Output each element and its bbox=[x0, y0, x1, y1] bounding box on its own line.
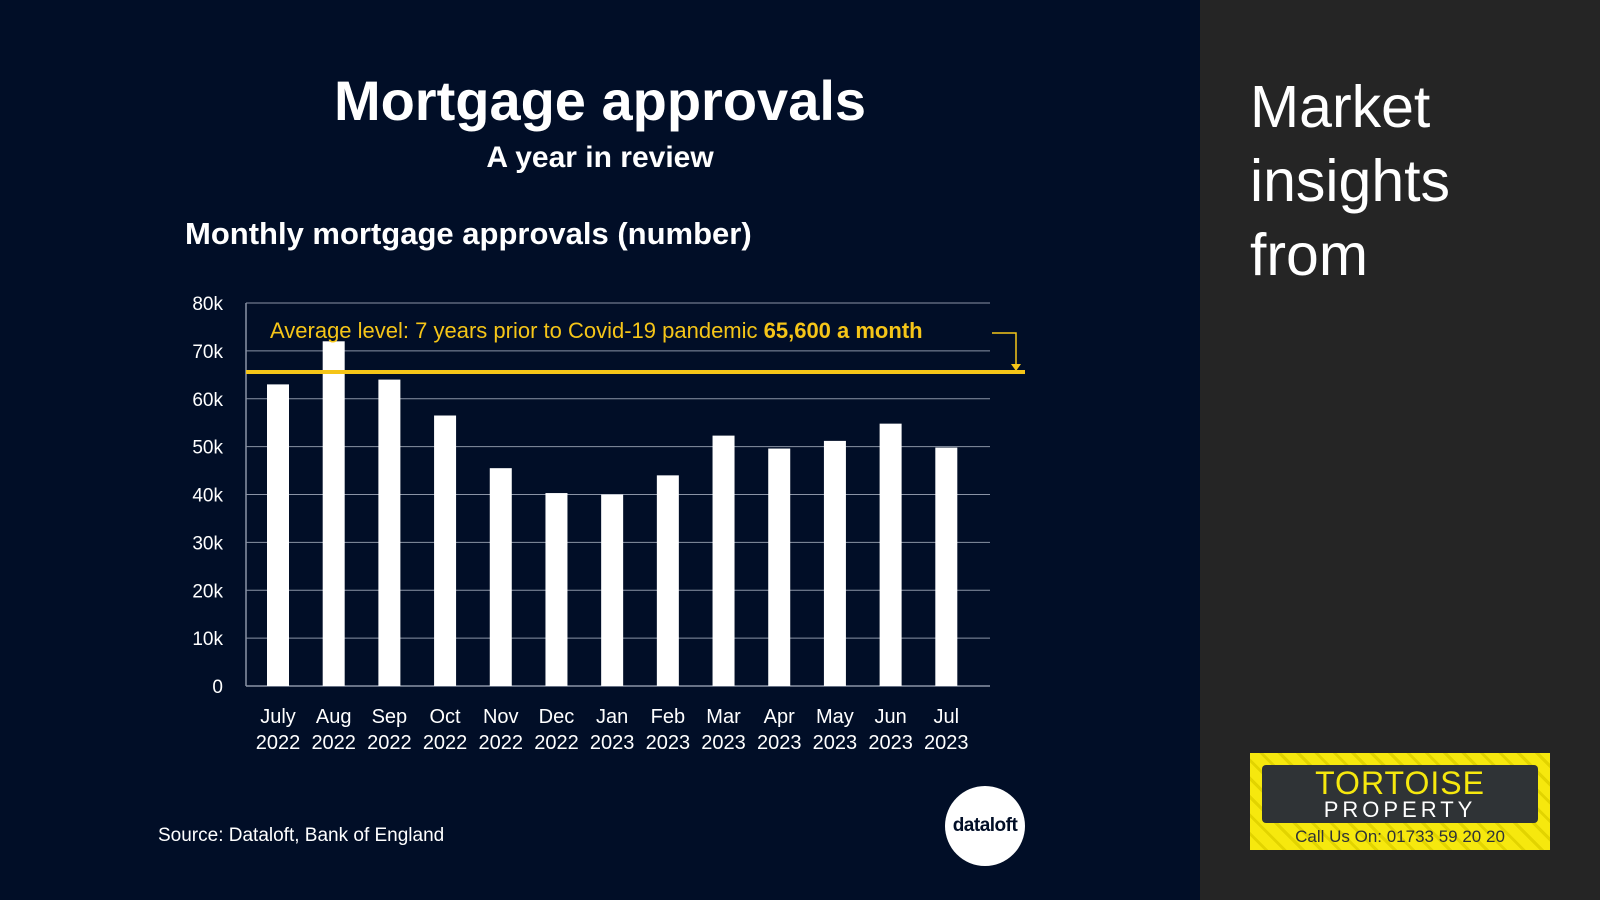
side-heading-line: from bbox=[1250, 222, 1368, 288]
x-tick-label: Jun bbox=[874, 706, 906, 728]
x-tick-label: 2022 bbox=[423, 732, 468, 754]
y-tick-label: 60k bbox=[192, 390, 223, 411]
y-tick-label: 50k bbox=[192, 438, 223, 459]
y-tick-label: 30k bbox=[192, 533, 223, 554]
x-tick-label: Nov bbox=[483, 706, 519, 728]
x-tick-label: 2022 bbox=[256, 732, 301, 754]
average-label-text: Average level: 7 years prior to Covid-19… bbox=[270, 318, 764, 343]
x-axis-ticks: July 2022 Aug 2022 Sep 2022 Oct 2022 Nov 2022 Dec 2… bbox=[256, 706, 969, 754]
x-tick-label: 2022 bbox=[534, 732, 579, 754]
brand-phone: Call Us On: 01733 59 20 20 bbox=[1295, 827, 1505, 846]
average-label: Average level: 7 years prior to Covid-19… bbox=[270, 318, 923, 343]
bar bbox=[823, 440, 846, 686]
bar bbox=[267, 384, 289, 686]
average-label-value: 65,600 a month bbox=[764, 318, 923, 343]
bar bbox=[601, 494, 624, 686]
brand-name: TORTOISE bbox=[1315, 765, 1485, 801]
x-tick-label: 2023 bbox=[813, 732, 858, 754]
x-tick-label: 2023 bbox=[590, 732, 635, 754]
y-tick-label: 40k bbox=[192, 486, 223, 507]
x-tick-label: July bbox=[260, 706, 296, 728]
x-tick-label: Dec bbox=[539, 706, 575, 728]
x-tick-label: Aug bbox=[316, 706, 352, 728]
x-tick-label: Mar bbox=[706, 706, 741, 728]
average-arrowhead bbox=[1011, 363, 1021, 371]
y-tick-label: 80k bbox=[192, 294, 223, 315]
bar bbox=[656, 475, 679, 686]
bar bbox=[489, 468, 512, 686]
brand-plate: TORTOISE PROPERTY bbox=[1262, 765, 1538, 823]
x-tick-label: 2022 bbox=[367, 732, 412, 754]
x-tick-label: 2023 bbox=[868, 732, 913, 754]
x-tick-label: 2022 bbox=[479, 732, 524, 754]
bar bbox=[879, 423, 902, 686]
side-heading-line: insights bbox=[1250, 148, 1451, 214]
y-tick-label: 0 bbox=[212, 677, 223, 698]
y-axis-ticks: 0 10k 20k 30k 40k 50k 60k 70k 80k bbox=[192, 294, 223, 698]
x-tick-label: 2023 bbox=[646, 732, 691, 754]
bar bbox=[935, 447, 958, 686]
average-reference: Average level: 7 years prior to Covid-19… bbox=[246, 318, 1025, 374]
x-tick-label: Feb bbox=[651, 706, 685, 728]
page-title: Mortgage approvals bbox=[333, 69, 867, 132]
x-tick-label: 2023 bbox=[924, 732, 969, 754]
bars bbox=[267, 341, 958, 686]
dataloft-logo: dataloft bbox=[945, 786, 1025, 866]
x-tick-label: May bbox=[816, 706, 854, 728]
x-tick-label: Jan bbox=[596, 706, 628, 728]
x-tick-label: Apr bbox=[764, 706, 795, 728]
bar bbox=[322, 341, 345, 686]
x-tick-label: Oct bbox=[430, 706, 462, 728]
y-tick-label: 70k bbox=[192, 342, 223, 363]
x-tick-label: 2022 bbox=[311, 732, 356, 754]
x-tick-label: 2023 bbox=[757, 732, 802, 754]
x-tick-label: Jul bbox=[934, 706, 960, 728]
brand-logo: TORTOISE PROPERTY Call Us On: 01733 59 2… bbox=[1250, 753, 1550, 850]
y-tick-label: 20k bbox=[192, 581, 223, 602]
average-connector bbox=[992, 332, 1017, 366]
bar bbox=[434, 415, 457, 686]
side-heading-line: Market bbox=[1250, 74, 1431, 140]
x-tick-label: 2023 bbox=[701, 732, 746, 754]
side-heading: Market insights from bbox=[1250, 70, 1580, 292]
source-note: Source: Dataloft, Bank of England bbox=[158, 825, 445, 846]
chart-heading: Monthly mortgage approvals (number) bbox=[185, 216, 752, 251]
bar bbox=[768, 448, 791, 686]
y-tick-label: 10k bbox=[192, 629, 223, 650]
bar bbox=[545, 493, 568, 686]
bar-chart: 0 10k 20k 30k 40k 50k 60k 70k 80k July 2022 Aug 202… bbox=[192, 294, 1025, 754]
main-panel: Mortgage approvals A year in review Mont… bbox=[0, 0, 1200, 900]
page-subtitle: A year in review bbox=[486, 141, 714, 174]
bar bbox=[378, 379, 401, 686]
x-tick-label: Sep bbox=[372, 706, 408, 728]
bar bbox=[712, 435, 735, 686]
brand-sub: PROPERTY bbox=[1323, 797, 1477, 822]
